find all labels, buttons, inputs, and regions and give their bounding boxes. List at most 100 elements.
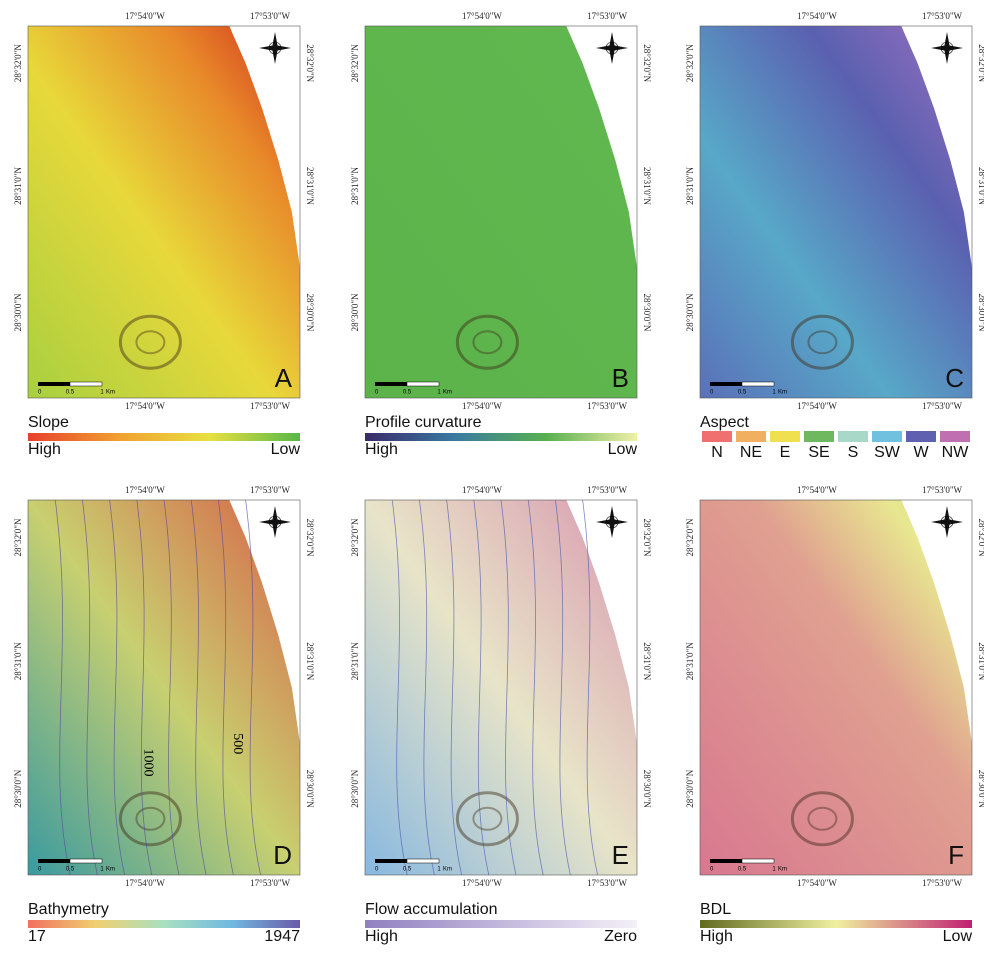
figure: 17°54'0"W 17°54'0"W 17°53'0"W 17°53'0"W 28°3… — [0, 0, 984, 949]
map-panel: 17°54'0"W 17°54'0"W 17°53'0"W 17°53'0"W 28°3… — [350, 485, 652, 945]
north-arrow — [596, 45, 628, 51]
scale-bar — [70, 859, 102, 863]
lon-label: 17°53'0"W — [922, 485, 962, 495]
scale-bar — [407, 859, 439, 863]
lat-label: 28°32'0"N — [350, 518, 360, 556]
lon-label: 17°54'0"W — [462, 401, 502, 411]
legend-label: Zero — [604, 928, 637, 945]
lat-label: 28°31'0"N — [305, 167, 315, 205]
lat-label: 28°31'0"N — [350, 167, 360, 205]
legend-label: 17 — [28, 928, 46, 945]
lat-label: 28°31'0"N — [642, 642, 652, 680]
scale-label: Km — [106, 867, 115, 873]
lat-label: 28°32'0"N — [977, 44, 984, 82]
north-arrow — [931, 519, 963, 525]
lat-label: 28°30'0"N — [685, 769, 695, 807]
lat-label: 28°30'0"N — [977, 770, 984, 808]
lat-label: 28°31'0"N — [685, 642, 695, 680]
scale-label: 0.5 — [738, 867, 747, 873]
legend-label: High — [365, 441, 398, 458]
lon-label: 17°54'0"W — [797, 401, 837, 411]
lat-label: 28°32'0"N — [13, 518, 23, 556]
lon-label: 17°54'0"W — [797, 485, 837, 495]
lat-label: 28°30'0"N — [13, 769, 23, 807]
lat-label: 28°30'0"N — [305, 770, 315, 808]
legend-colorbar — [700, 920, 972, 928]
lat-label: 28°32'0"N — [685, 44, 695, 82]
lat-label: 28°31'0"N — [350, 642, 360, 680]
lat-label: 28°31'0"N — [977, 167, 984, 205]
lat-label: 28°32'0"N — [305, 519, 315, 557]
legend-title: Profile curvature — [365, 414, 482, 431]
map-panel: 17°54'0"W 17°54'0"W 17°53'0"W 17°53'0"W 28°3… — [13, 11, 315, 458]
scale-label: 0.5 — [403, 867, 412, 873]
scale-bar — [38, 382, 70, 386]
lat-label: 28°31'0"N — [977, 642, 984, 680]
lon-label: 17°53'0"W — [587, 878, 627, 888]
lat-label: 28°30'0"N — [685, 293, 695, 331]
legend-label: Low — [608, 441, 638, 458]
panel-letter: D — [273, 840, 292, 870]
scale-bar — [710, 382, 742, 386]
map-panel: 17°54'0"W 17°54'0"W 17°53'0"W 17°53'0"W 28°3… — [350, 11, 652, 458]
scale-label: Km — [778, 390, 787, 396]
lon-label: 17°54'0"W — [462, 485, 502, 495]
legend-label: Low — [943, 928, 973, 945]
legend-label: E — [780, 444, 791, 461]
map-panel: 17°54'0"W17°54'0"W17°53'0"W17°53'0"W28°3… — [685, 11, 984, 461]
legend-swatch — [940, 431, 970, 442]
lon-label: 17°53'0"W — [587, 485, 627, 495]
lon-label: 17°53'0"W — [250, 878, 290, 888]
lon-label: 17°54'0"W — [125, 878, 165, 888]
panel-letter: F — [948, 840, 964, 870]
lon-label: 17°54'0"W — [125, 11, 165, 21]
lat-label: 28°32'0"N — [642, 44, 652, 82]
panel-letter: E — [612, 840, 629, 870]
scale-label: Km — [106, 390, 115, 396]
lon-label: 17°54'0"W — [125, 485, 165, 495]
lat-label: 28°30'0"N — [642, 293, 652, 331]
lat-label: 28°32'0"N — [685, 518, 695, 556]
lat-label: 28°30'0"N — [350, 293, 360, 331]
legend-label: NE — [740, 444, 762, 461]
legend-label: SE — [808, 444, 829, 461]
legend-label: SW — [874, 444, 901, 461]
legend-title: Flow accumulation — [365, 901, 498, 918]
contour-label: 1000 — [140, 749, 155, 777]
scale-label: 0.5 — [738, 390, 747, 396]
legend-colorbar — [365, 433, 637, 441]
lon-label: 17°53'0"W — [587, 11, 627, 21]
lat-label: 28°31'0"N — [685, 167, 695, 205]
legend-colorbar — [28, 433, 300, 441]
lon-label: 17°53'0"W — [922, 11, 962, 21]
north-arrow — [596, 519, 628, 525]
scale-bar — [710, 859, 742, 863]
lat-label: 28°30'0"N — [350, 769, 360, 807]
lon-label: 17°54'0"W — [462, 878, 502, 888]
lon-label: 17°53'0"W — [250, 401, 290, 411]
legend-swatch — [702, 431, 732, 442]
lat-label: 28°30'0"N — [977, 293, 984, 331]
lat-label: 28°32'0"N — [977, 519, 984, 557]
legend-swatch — [770, 431, 800, 442]
lon-label: 17°54'0"W — [462, 11, 502, 21]
lon-label: 17°53'0"W — [587, 401, 627, 411]
north-arrow — [931, 45, 963, 51]
legend-label: S — [848, 444, 859, 461]
legend-label: High — [365, 928, 398, 945]
panel-letter: C — [945, 363, 964, 393]
lat-label: 28°32'0"N — [642, 519, 652, 557]
legend-swatch — [804, 431, 834, 442]
map-panel: 17°54'0"W17°54'0"W17°53'0"W17°53'0"W28°3… — [13, 485, 315, 945]
legend-label: NW — [942, 444, 970, 461]
legend-swatch — [838, 431, 868, 442]
lat-label: 28°32'0"N — [350, 44, 360, 82]
scale-label: 0.5 — [66, 867, 75, 873]
lon-label: 17°53'0"W — [250, 11, 290, 21]
lat-label: 28°31'0"N — [13, 642, 23, 680]
legend-colorbar — [365, 920, 637, 928]
lat-label: 28°31'0"N — [642, 167, 652, 205]
lat-label: 28°31'0"N — [13, 167, 23, 205]
north-arrow — [259, 519, 291, 525]
lon-label: 17°54'0"W — [125, 401, 165, 411]
